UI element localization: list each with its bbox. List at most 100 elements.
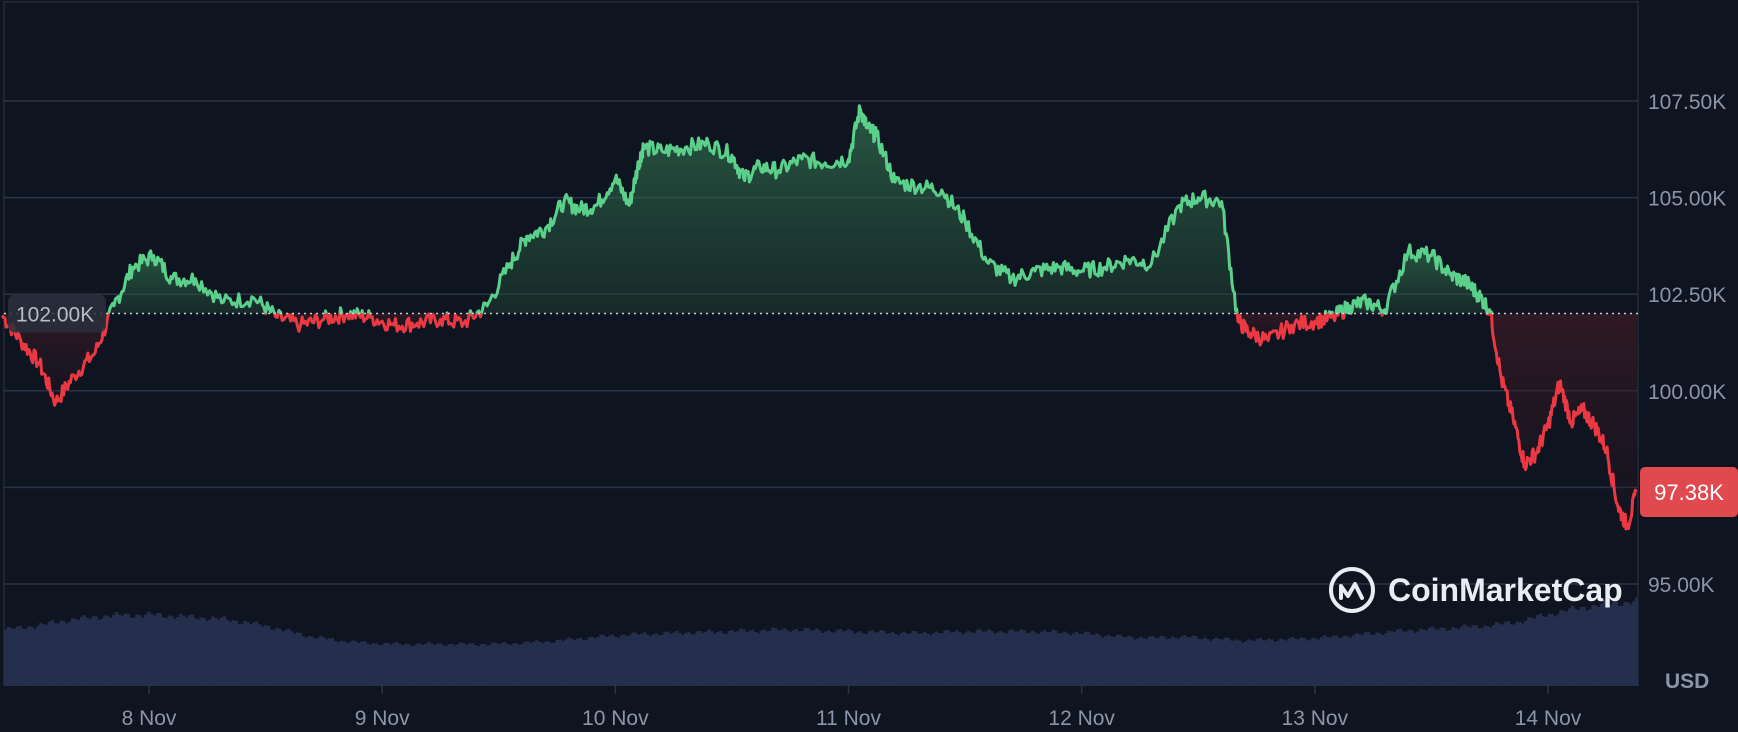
volume-bar [208, 619, 212, 686]
volume-bar [587, 637, 591, 686]
volume-bar [730, 630, 734, 686]
volume-bar [1241, 642, 1245, 686]
volume-bar [295, 632, 300, 686]
volume-bar [1492, 624, 1496, 686]
volume-bar [1168, 638, 1172, 686]
volume-bar [788, 632, 793, 686]
price-line-down [445, 313, 472, 329]
volume-bar [1144, 639, 1149, 686]
volume-bar [940, 633, 944, 686]
volume-bar [826, 630, 831, 686]
volume-bar [1605, 603, 1610, 686]
volume-bar [120, 616, 125, 686]
volume-bar [902, 631, 907, 686]
volume-bar [931, 633, 936, 686]
price-line-down [349, 313, 355, 321]
volume-bar [85, 617, 90, 686]
x-tick-label: 13 Nov [1282, 707, 1349, 730]
volume-bar [762, 629, 766, 686]
volume-bar [660, 634, 664, 686]
volume-bar [24, 628, 28, 686]
volume-bar [1159, 635, 1163, 686]
volume-bar [82, 615, 87, 686]
volume-bar [1270, 639, 1274, 686]
volume-bar [123, 613, 127, 686]
volume-bar [1101, 637, 1105, 686]
volume-bar [1506, 621, 1511, 686]
price-line-down [0, 313, 111, 407]
volume-bar [217, 619, 221, 686]
reference-label-box [8, 294, 106, 333]
volume-bar [447, 644, 451, 686]
volume-bar [1211, 639, 1216, 686]
volume-bar [1039, 631, 1044, 686]
volume-bar [199, 617, 203, 686]
price-line-up [348, 310, 353, 314]
volume-bar [867, 631, 872, 686]
volume-bar [184, 617, 189, 686]
volume-bar [1317, 639, 1321, 686]
volume-bar [1139, 636, 1143, 686]
volume-bar [844, 630, 848, 686]
volume-bar [357, 642, 361, 686]
volume-bar [619, 635, 623, 686]
volume-bar [1384, 633, 1388, 686]
volume-bar [246, 621, 250, 686]
volume-bar [193, 618, 197, 686]
volume-bar [377, 645, 381, 686]
volume-bar [164, 618, 168, 686]
volume-bar [879, 629, 883, 686]
volume-bar [319, 635, 323, 686]
volume-bar [161, 617, 165, 686]
volume-bar [237, 624, 241, 686]
volume-bar [269, 629, 273, 686]
volume-bar [167, 615, 171, 686]
volume-bar [523, 641, 527, 686]
volume-bar [1319, 637, 1324, 686]
volume-bar [240, 623, 244, 686]
volume-bar [432, 644, 437, 686]
volume-bar [1395, 629, 1400, 686]
volume-bar [593, 638, 597, 686]
volume-bar [400, 645, 405, 686]
volume-bar [1357, 634, 1362, 686]
volume-bar [721, 633, 726, 686]
price-line-down [273, 313, 280, 319]
volume-bar [876, 632, 880, 686]
volume-bar [984, 631, 988, 686]
volume-bar [972, 632, 977, 686]
volume-bar [1028, 632, 1032, 686]
volume-bar [310, 636, 314, 686]
volume-bar [552, 642, 556, 686]
volume-bar [1054, 630, 1058, 686]
volume-bar [549, 642, 553, 686]
volume-bar [555, 640, 559, 686]
price-line-up [323, 309, 328, 314]
volume-bar [1229, 640, 1233, 686]
volume-bar [608, 635, 612, 686]
price-line-down [279, 312, 327, 333]
volume-bar [572, 640, 577, 686]
volume-bar [780, 629, 784, 686]
volume-bar [701, 632, 705, 686]
volume-bar [304, 637, 308, 686]
volume-bar [1468, 627, 1473, 686]
volume-bar [500, 643, 504, 686]
volume-bar [908, 633, 912, 686]
volume-bar [1486, 626, 1490, 686]
volume-bar [570, 638, 574, 686]
volume-bar [996, 632, 1000, 686]
price-line-up [479, 104, 1239, 314]
price-line-down [1380, 313, 1385, 317]
area-below-reference [1491, 313, 1637, 529]
volume-bar [371, 643, 375, 686]
volume-bar [289, 631, 294, 686]
price-line-up [338, 306, 344, 314]
volume-bar [424, 643, 428, 686]
volume-bar [307, 636, 311, 686]
volume-bar [1267, 638, 1271, 686]
volume-bar [467, 643, 472, 686]
volume-bar [955, 630, 959, 686]
volume-bar [666, 631, 670, 686]
